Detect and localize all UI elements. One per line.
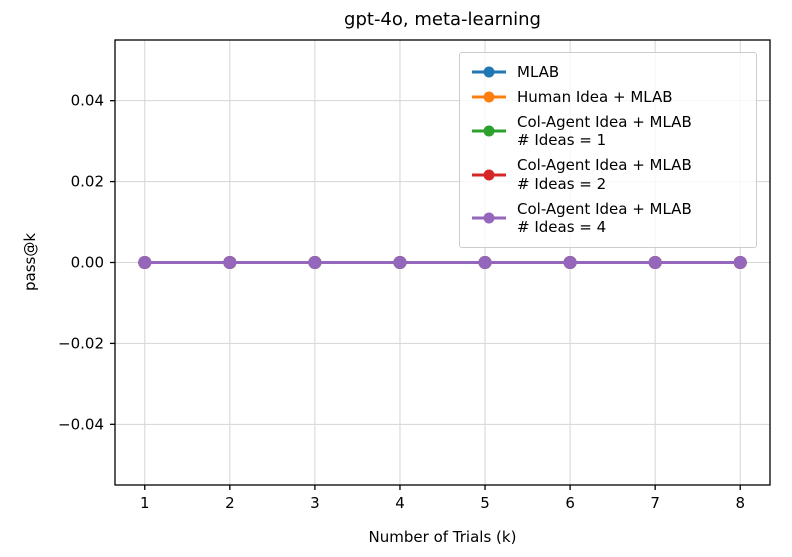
legend: MLAB Human Idea + MLAB Col-Agent Idea + ML… [459,52,757,248]
x-tick-label: 6 [565,494,575,512]
legend-item: MLAB [470,60,746,85]
legend-item: Human Idea + MLAB [470,85,746,110]
x-axis-label: Number of Trials (k) [368,528,517,546]
legend-item: Col-Agent Idea + MLAB # Ideas = 2 [470,153,746,197]
series-marker [648,256,662,269]
x-tick-label: 3 [310,494,320,512]
y-tick-label: −0.04 [58,415,104,433]
x-tick-label: 1 [140,494,150,512]
x-tick-label: 4 [395,494,405,512]
legend-label: Col-Agent Idea + MLAB # Ideas = 4 [517,199,692,237]
x-tick-label: 2 [225,494,235,512]
series-marker [393,256,407,269]
x-tick-label: 7 [650,494,660,512]
legend-line-marker-icon [472,212,506,224]
series-marker [308,256,322,269]
legend-label: MLAB [517,63,560,81]
x-tick-label: 5 [480,494,490,512]
series-marker [478,256,492,269]
y-axis-label: pass@k [21,232,39,292]
legend-item: Col-Agent Idea + MLAB # Ideas = 4 [470,197,746,241]
legend-label: Human Idea + MLAB [517,87,673,106]
series-marker [138,256,152,269]
series-marker [223,256,237,269]
y-tick-label: 0.00 [71,254,104,272]
legend-line-marker-icon [472,169,506,181]
x-tick-label: 8 [735,494,745,512]
series-marker [563,256,577,269]
legend-line-marker-icon [472,125,506,137]
legend-label: Col-Agent Idea + MLAB # Ideas = 2 [517,156,692,193]
y-tick-label: 0.02 [71,173,104,191]
legend-item: Col-Agent Idea + MLAB # Ideas = 1 [470,110,746,154]
legend-label: Col-Agent Idea + MLAB # Ideas = 1 [517,112,692,150]
legend-line-marker-icon [472,91,506,103]
chart-title: gpt-4o, meta-learning [344,9,541,30]
series-marker [733,256,747,269]
legend-line-marker-icon [472,66,506,78]
y-tick-label: −0.02 [58,334,104,352]
y-tick-label: 0.04 [71,92,104,110]
